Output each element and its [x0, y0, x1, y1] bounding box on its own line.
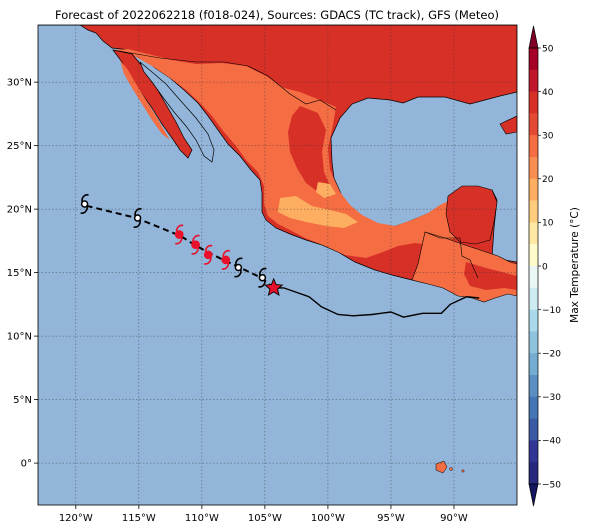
tropical-storm-symbol: [234, 257, 243, 278]
colorbar-segment: [529, 157, 538, 180]
colorbar-segment: [529, 353, 538, 376]
storm-symbol-eye: [174, 230, 184, 239]
colorbar-segment: [529, 135, 538, 158]
colorbar-segment: [529, 418, 538, 441]
x-tick-label: 105°W: [248, 513, 282, 524]
storm-symbol-eye: [133, 214, 142, 222]
land-mexico-interior: [288, 106, 332, 192]
colorbar-segment: [529, 309, 538, 332]
colorbar-tick-label: 10: [542, 219, 554, 229]
colorbar-tick-label: −50: [542, 480, 561, 490]
colorbar-tick-label: 30: [542, 132, 554, 142]
colorbar-tick-label: −10: [542, 306, 561, 316]
colorbar-tick-label: 20: [542, 175, 554, 185]
hurricane-symbol: [203, 244, 213, 265]
colorbar-tick-label: 40: [542, 88, 554, 98]
hurricane-symbol: [174, 224, 184, 245]
colorbar-extend-bottom: [528, 483, 539, 507]
colorbar-tick-label: −40: [542, 437, 561, 447]
colorbar-segment: [529, 266, 538, 289]
colorbar-tick-label: 50: [542, 44, 554, 54]
border-us-mexico: [112, 49, 337, 111]
tropical-storm-symbol: [80, 194, 89, 214]
colorbar-segment: [529, 244, 538, 267]
colorbar-segment: [529, 222, 538, 245]
storm-symbol-eye: [80, 200, 89, 208]
gulf-of-california: [139, 61, 215, 163]
land-cuba: [499, 115, 517, 135]
x-tick-label: 100°W: [311, 513, 345, 524]
tropical-storm-symbol: [133, 208, 142, 228]
y-tick-label: 10°N: [7, 332, 32, 343]
colorbar-tick-label: 0: [542, 262, 548, 272]
storm-symbol-eye: [203, 250, 213, 260]
x-axis-ticks: 120°W 115°W 110°W 105°W 100°W 95°W 90°W: [59, 505, 468, 524]
colorbar-segment: [529, 331, 538, 354]
y-tick-label: 25°N: [7, 141, 32, 152]
colorbar-tick-label: −20: [542, 350, 561, 360]
storm-symbol-eye: [221, 255, 231, 265]
hurricane-symbol: [191, 234, 200, 255]
tropical-storm-symbol: [258, 267, 267, 288]
land-galapagos: [435, 460, 448, 474]
x-tick-label: 90°W: [440, 513, 468, 524]
land-temperature-field: [38, 25, 517, 474]
colorbar-segment: [529, 375, 538, 398]
cyclone-track: [80, 194, 480, 318]
current-position-star: [264, 277, 284, 297]
figure-title: Forecast of 2022062218 (f018-024), Sourc…: [55, 8, 499, 22]
x-tick-label: 110°W: [185, 513, 219, 524]
colorbar-segment: [529, 113, 538, 136]
colorbar-segment: [529, 462, 538, 485]
x-tick-label: 120°W: [59, 513, 93, 524]
hurricane-symbol: [221, 249, 231, 270]
storm-symbol-eye: [191, 240, 200, 250]
y-tick-label: 5°N: [13, 395, 32, 406]
colorbar-label: Max Temperature (°C): [569, 207, 581, 323]
y-tick-label: 0°: [21, 459, 32, 470]
x-tick-label: 95°W: [377, 513, 405, 524]
land-highlands: [278, 196, 358, 228]
border-guatemala: [424, 231, 479, 279]
colorbar: 50 40 30 20 10 0 −10 −20 −30 −40 −50: [528, 25, 561, 507]
y-tick-label: 20°N: [7, 205, 32, 216]
land-highlands-small: [316, 182, 336, 198]
colorbar-segment: [529, 91, 538, 114]
land-galapagos-islet-2: [461, 469, 465, 473]
land-galapagos-islet: [449, 467, 453, 471]
map-frame: [37, 24, 518, 506]
y-axis-ticks: 30°N 25°N 20°N 15°N 10°N 5°N 0°: [7, 78, 38, 470]
colorbar-segment: [529, 69, 538, 92]
land-baja-warm: [120, 60, 170, 140]
storm-symbol-eye: [234, 263, 243, 272]
colorbar-segment: [529, 396, 538, 419]
y-tick-label: 15°N: [7, 268, 32, 279]
colorbar-segment: [529, 440, 538, 463]
colorbar-segment: [529, 287, 538, 310]
colorbar-segment: [529, 48, 538, 71]
colorbar-tick-label: −30: [542, 393, 561, 403]
x-tick-label: 115°W: [122, 513, 156, 524]
land-central-america-hot: [464, 262, 517, 290]
colorbar-segment: [529, 178, 538, 201]
y-tick-label: 30°N: [7, 78, 32, 89]
map-panel: [38, 25, 517, 505]
storm-symbol-eye: [258, 273, 267, 282]
colorbar-segment: [529, 200, 538, 223]
land-yucatan: [445, 185, 498, 245]
colorbar-extend-top: [528, 25, 539, 49]
past-track-line: [273, 287, 480, 318]
gridlines: [38, 25, 517, 505]
